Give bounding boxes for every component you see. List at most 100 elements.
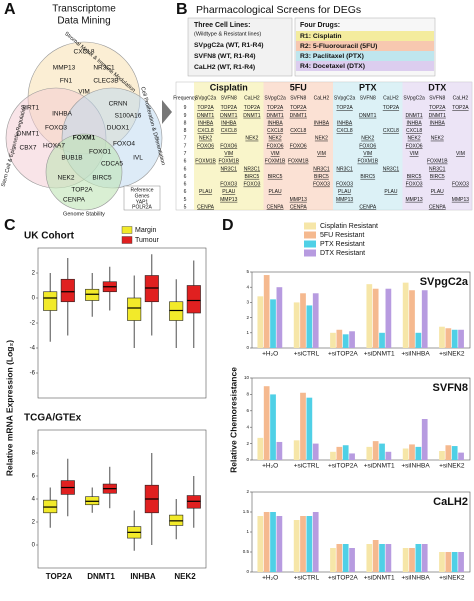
reference-box xyxy=(123,185,161,211)
y-tick-label: 4 xyxy=(246,424,249,429)
table-cell: NR3C1 xyxy=(383,166,400,172)
box xyxy=(127,297,142,321)
column-header: SVpgC2a xyxy=(403,95,425,101)
table-cell: FOXO6 xyxy=(267,143,284,149)
group-header: PTX xyxy=(359,82,377,92)
reference-gene: POLR2A xyxy=(132,204,152,210)
bar xyxy=(409,444,415,460)
gene: CDCA5 xyxy=(101,161,123,168)
table-cell: CXCL8 xyxy=(221,128,237,134)
bar xyxy=(385,451,392,460)
arrow xyxy=(162,100,172,124)
gene: SIRT1 xyxy=(21,105,40,112)
bar xyxy=(445,328,452,348)
legend-swatch xyxy=(304,240,316,248)
bar xyxy=(257,437,264,460)
box xyxy=(43,291,58,311)
column-header: CaLH2 xyxy=(314,95,330,101)
x-tick-label: +siCTRL xyxy=(294,351,320,358)
drug-band xyxy=(296,31,434,41)
table-cell: FOXM1B xyxy=(427,159,448,165)
bar xyxy=(263,386,270,460)
frequency: 7 xyxy=(184,136,187,142)
box xyxy=(85,288,100,301)
drug: R4: Docetaxel (DTX) xyxy=(300,63,365,70)
table-cell: CENPA xyxy=(359,205,377,211)
column-header: CaLH2 xyxy=(244,95,260,101)
legend-label: Cisplatin Resistant xyxy=(320,223,378,230)
bar xyxy=(300,392,306,460)
bar xyxy=(263,512,270,572)
table-cell: INHBA xyxy=(337,120,353,126)
column-header: SVFN8 xyxy=(221,95,237,101)
table-cell: BIRC5 xyxy=(430,174,445,180)
frequency: 6 xyxy=(184,189,187,195)
bar xyxy=(366,284,373,348)
table-cell: INHBA xyxy=(314,120,330,126)
chart-title: SVFN8 xyxy=(433,382,468,394)
column-header: SVFN8 xyxy=(360,95,376,101)
bar xyxy=(312,512,319,572)
table-cell: CXCL8 xyxy=(290,128,306,134)
gene: BIRC5 xyxy=(92,175,112,182)
table-cell: PLAU xyxy=(384,189,397,195)
bar xyxy=(276,516,283,572)
y-axis-label: Relative mRNA Expression (Log₂) xyxy=(4,340,14,476)
gene: CBX7 xyxy=(20,145,37,152)
table-cell: DNMT1 xyxy=(220,113,237,119)
table-cell: CXCL8 xyxy=(406,128,422,134)
table-cell: DNMT1 xyxy=(290,113,307,119)
plot-frame xyxy=(37,429,207,569)
frequency: 7 xyxy=(184,143,187,149)
bar xyxy=(458,329,464,348)
table-cell: VIM xyxy=(363,151,372,157)
table-cell: FOXO6 xyxy=(197,143,214,149)
x-tick-label: +H₂O xyxy=(262,463,278,470)
panel-label: D xyxy=(222,217,234,234)
y-tick-label: 0 xyxy=(246,457,249,462)
plot-frame xyxy=(251,271,471,349)
bar xyxy=(439,450,445,460)
table-cell: DNMT1 xyxy=(405,113,422,119)
table-cell: VIM xyxy=(271,151,280,157)
gene: MMP13 xyxy=(53,65,76,72)
bar xyxy=(270,394,276,460)
frequency: 5 xyxy=(184,205,187,211)
x-tick-label: +siTOP2A xyxy=(328,463,358,470)
drug: R1: Cisplatin xyxy=(300,33,342,40)
panel-title: Data Mining xyxy=(57,16,110,27)
bar xyxy=(421,290,428,348)
x-tick-label: +H₂O xyxy=(262,575,278,582)
table-cell: TOP2A xyxy=(244,105,261,111)
plot-frame xyxy=(251,377,471,461)
box xyxy=(144,275,159,303)
table-cell: INHBA xyxy=(198,120,214,126)
legend-swatch xyxy=(304,231,316,239)
bar xyxy=(458,552,464,572)
x-tick-label: +siNEK2 xyxy=(439,463,465,470)
gene: CLEC3B xyxy=(93,78,118,85)
y-tick-label: 0 xyxy=(32,296,36,302)
legend-label: DTX Resistant xyxy=(320,250,365,257)
legend-swatch xyxy=(304,222,316,230)
bar xyxy=(330,548,336,572)
gene: VIM xyxy=(78,89,90,96)
y-tick-label: 6 xyxy=(246,408,249,413)
box xyxy=(169,301,184,321)
bar xyxy=(409,548,415,572)
y-tick-label: 0 xyxy=(32,543,36,549)
column-header: SVpgC2a xyxy=(334,95,356,101)
panel-label: B xyxy=(176,1,188,18)
drug-band xyxy=(296,51,434,61)
table-cell: NEK2 xyxy=(361,136,374,142)
table-cell: CENPA xyxy=(197,205,215,211)
table-cell: FOXM1B xyxy=(218,159,239,165)
circle-label: Genome Stability xyxy=(63,211,105,217)
table-cell: TOP2A xyxy=(429,105,446,111)
y-tick-label: 2 xyxy=(246,489,249,494)
bar xyxy=(379,332,385,348)
table-cell: NEK2 xyxy=(431,136,444,142)
bar xyxy=(409,290,415,348)
table-cell: NEK2 xyxy=(269,136,282,142)
table-cell: FOXM1B xyxy=(195,159,216,165)
